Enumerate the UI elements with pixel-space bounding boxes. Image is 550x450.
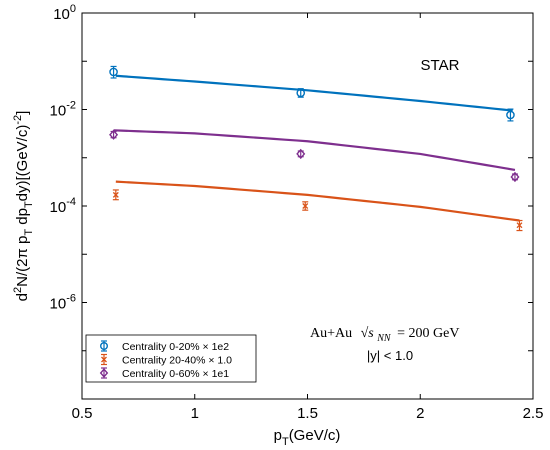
data-point xyxy=(296,88,306,98)
annotation-energy-value: = 200 GeV xyxy=(397,326,459,341)
annotation-rapidity: |y| < 1.0 xyxy=(367,348,413,363)
legend: Centrality 0-20% × 1e2 Centrality 20-40% … xyxy=(85,334,257,383)
legend-label: Centrality 0-20% × 1e2 xyxy=(122,341,229,353)
legend-box xyxy=(85,334,257,383)
y-axis-label-part: T xyxy=(23,229,35,236)
legend-marker xyxy=(99,342,108,351)
x-tick-label: 2.5 xyxy=(523,405,544,422)
annotation-collision: Au+Au xyxy=(310,326,352,341)
y-axis-label-part: -2 xyxy=(12,115,24,125)
data-point xyxy=(109,129,119,140)
y-tick-exponent: -4 xyxy=(66,196,76,208)
x-axis-label-part: p xyxy=(274,427,282,444)
legend-marker xyxy=(101,356,107,363)
data-point xyxy=(506,110,515,120)
data-point xyxy=(109,67,118,77)
y-tick-label: 10-2 xyxy=(50,100,76,120)
x-tick-label: 1 xyxy=(191,405,199,422)
x-tick-label: 0.5 xyxy=(72,405,93,422)
y-tick-base: 10 xyxy=(50,103,67,120)
legend-entries: Centrality 0-20% × 1e2 Centrality 20-40% … xyxy=(99,340,232,380)
data-point xyxy=(302,203,309,209)
fit-curve xyxy=(113,129,516,171)
data-point xyxy=(112,191,119,198)
y-axis-label: d2N/(2π pT dpTdy)[(GeV/c)-2] xyxy=(12,111,35,302)
y-axis-label-part: dp xyxy=(14,208,31,229)
y-tick-base: 10 xyxy=(50,296,67,313)
x-axis-label-part: (GeV/c) xyxy=(289,427,341,444)
y-tick-base: 10 xyxy=(50,199,67,216)
data-point xyxy=(296,148,306,160)
fit-curve xyxy=(115,180,520,222)
y-axis-label-part: T xyxy=(23,201,35,208)
y-tick-exponent: 0 xyxy=(70,3,76,15)
y-axis-label-part: d xyxy=(14,293,31,301)
annotation-sqrt: √s xyxy=(361,326,375,341)
y-axis-label-part: N/(2π p xyxy=(14,236,31,287)
y-axis-label-part: dy)[(GeV/c) xyxy=(14,125,31,202)
fit-curve xyxy=(115,74,513,112)
fit-curves xyxy=(113,74,520,222)
y-tick-exponent: -2 xyxy=(66,100,76,112)
annotation-sub: NN xyxy=(376,333,392,344)
legend-label: Centrality 20-40% × 1.0 xyxy=(122,355,232,367)
annotation-experiment: STAR xyxy=(421,57,460,74)
y-axis-label-part: 2 xyxy=(12,287,24,293)
legend-marker xyxy=(99,368,109,378)
y-tick-label: 10-6 xyxy=(50,293,76,313)
x-axis-label-part: T xyxy=(282,436,289,448)
y-tick-base: 10 xyxy=(53,6,70,23)
x-axis-label: pT(GeV/c) xyxy=(274,427,341,448)
data-point xyxy=(516,222,523,229)
annotation-energy: Au+Au √s NN = 200 GeV xyxy=(310,326,459,345)
data-point xyxy=(510,171,520,183)
x-tick-label: 1.5 xyxy=(297,405,318,422)
y-axis-label-part: ] xyxy=(14,111,31,115)
legend-label: Centrality 0-60% × 1e1 xyxy=(122,368,229,380)
data-points xyxy=(109,65,523,232)
y-tick-label: 10-4 xyxy=(50,196,76,216)
y-tick-label: 100 xyxy=(53,3,76,23)
y-tick-exponent: -6 xyxy=(66,293,76,305)
x-tick-label: 2 xyxy=(416,405,424,422)
